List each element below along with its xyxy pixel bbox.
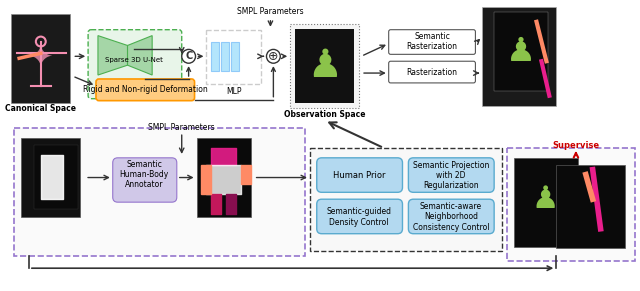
FancyBboxPatch shape	[388, 61, 476, 83]
Bar	[196, 138, 251, 217]
FancyBboxPatch shape	[88, 30, 182, 99]
Bar	[12, 14, 70, 103]
FancyBboxPatch shape	[113, 158, 177, 202]
Text: C: C	[185, 51, 192, 61]
Text: Rasterization: Rasterization	[406, 68, 458, 77]
Bar	[231, 42, 239, 71]
FancyBboxPatch shape	[408, 158, 494, 192]
Text: Semantic
Human-Body
Annotator: Semantic Human-Body Annotator	[120, 160, 169, 189]
Bar	[290, 24, 359, 108]
Circle shape	[266, 49, 280, 63]
Text: Semantic-aware
Neighborhood
Consistency Control: Semantic-aware Neighborhood Consistency …	[413, 202, 489, 232]
Text: Supervise: Supervise	[552, 141, 600, 150]
Text: Observation Space: Observation Space	[284, 110, 365, 119]
FancyBboxPatch shape	[317, 199, 403, 234]
Text: ♟: ♟	[307, 47, 342, 85]
Polygon shape	[202, 165, 211, 194]
Circle shape	[182, 49, 196, 63]
Bar	[295, 29, 354, 103]
Text: Semantic
Rasterization: Semantic Rasterization	[406, 32, 458, 51]
Text: SMPL Parameters: SMPL Parameters	[148, 123, 215, 132]
Bar	[21, 138, 80, 217]
Bar	[494, 12, 548, 91]
Bar	[507, 148, 635, 261]
FancyBboxPatch shape	[317, 158, 403, 192]
Polygon shape	[98, 36, 127, 75]
Bar	[34, 145, 78, 209]
Text: Semantic-guided
Density Control: Semantic-guided Density Control	[326, 207, 392, 227]
Text: Semantic Projection
with 2D
Regularization: Semantic Projection with 2D Regularizati…	[413, 161, 489, 190]
Bar	[14, 128, 305, 256]
Bar	[310, 148, 502, 251]
Text: MLP: MLP	[226, 87, 242, 96]
Text: ♟: ♟	[532, 185, 559, 214]
Text: ♟: ♟	[506, 35, 536, 68]
Text: ✦: ✦	[28, 44, 54, 73]
Polygon shape	[241, 165, 251, 184]
Polygon shape	[127, 36, 152, 75]
Bar	[514, 158, 578, 246]
Bar	[206, 30, 260, 84]
Bar	[483, 7, 556, 106]
Text: Human Prior: Human Prior	[333, 171, 385, 180]
FancyBboxPatch shape	[96, 79, 195, 101]
Text: Rigid and Non-rigid Deformation: Rigid and Non-rigid Deformation	[83, 85, 207, 94]
Bar	[221, 42, 229, 71]
Text: Sparse 3D U-Net: Sparse 3D U-Net	[106, 57, 163, 63]
Text: Canonical Space: Canonical Space	[5, 104, 76, 113]
FancyBboxPatch shape	[408, 199, 494, 234]
Text: SMPL Parameters: SMPL Parameters	[237, 8, 304, 17]
Text: ⊕: ⊕	[268, 50, 278, 63]
Bar	[211, 42, 219, 71]
Bar	[556, 165, 625, 249]
Text: ♟: ♟	[37, 163, 65, 192]
FancyBboxPatch shape	[388, 30, 476, 54]
